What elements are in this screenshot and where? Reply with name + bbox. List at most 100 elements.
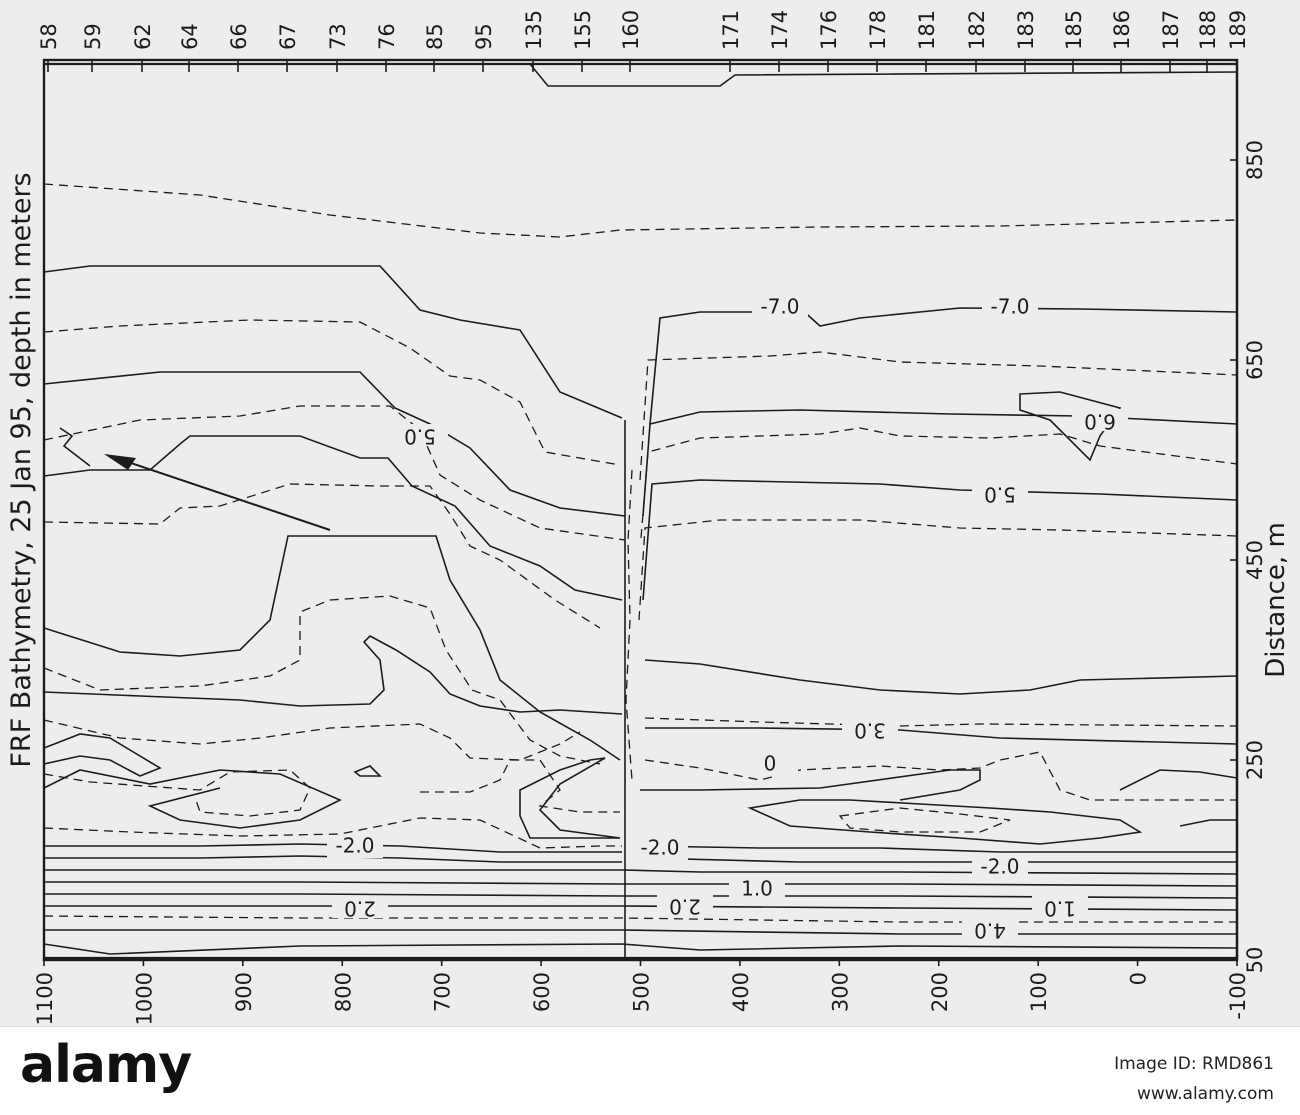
profile-label: 171 [719, 10, 743, 50]
profile-label: 185 [1062, 10, 1086, 50]
contour-label: 1.0 [1044, 897, 1076, 921]
contour-line [43, 769, 342, 829]
contour-labels: -7.0 -7.0 6.0 5.0 5.0 3.0 0 -2.0 -2.0 -2.0 1.0 2.0 2… [327, 295, 1128, 943]
y-tick-label: 1100 [33, 972, 57, 1025]
contour-line [44, 63, 1238, 87]
contour-label: 1.0 [741, 877, 773, 901]
contour-line [644, 751, 1237, 801]
contour-label-bg [752, 297, 808, 319]
website-label: www.alamy.com [1136, 1084, 1274, 1104]
contour-line [44, 881, 1238, 887]
contour-label-bg [632, 838, 688, 860]
contour-line [640, 769, 981, 801]
y-tick-label: 900 [232, 972, 256, 1012]
profile-label: 182 [965, 10, 989, 50]
contour-line [643, 845, 1237, 853]
profile-ticks [47, 60, 1238, 72]
contour-line [43, 319, 621, 466]
profile-label: 155 [571, 10, 595, 50]
contour-line [643, 857, 1237, 863]
profile-label: 186 [1110, 10, 1134, 50]
profile-label: 174 [768, 10, 792, 50]
profile-label: 58 [37, 23, 61, 50]
contour-label-bg [657, 894, 713, 916]
contour-line [644, 717, 1238, 727]
profile-label: 178 [866, 10, 890, 50]
contour-line [43, 943, 1238, 955]
contour-lines [43, 63, 1238, 958]
profile-label: 73 [326, 23, 350, 50]
alamy-logo: alamy [20, 1035, 192, 1095]
y-tick-labels: 1100 1000 900 800 700 600 500 400 300 200 100 0 -100 [33, 972, 1250, 1025]
y-tick-label: 400 [729, 972, 753, 1012]
contour-line [1119, 769, 1238, 791]
contour-line [44, 905, 1238, 911]
contour-line [642, 479, 1238, 601]
contour-line [44, 869, 1238, 875]
contour-label: 3.0 [854, 719, 886, 743]
y-tick-label: 500 [630, 972, 654, 1012]
contour-label-bg [842, 718, 898, 740]
profile-label: 176 [817, 10, 841, 50]
contour-label-bg [972, 857, 1028, 879]
contour-line [43, 769, 311, 817]
contour-line [519, 757, 621, 839]
profile-label: 62 [131, 23, 155, 50]
footer-meta: Image ID: RMD861 www.alamy.com [1114, 1049, 1274, 1109]
contour-line [43, 265, 623, 419]
y-tick-label: 600 [530, 972, 554, 1012]
profile-label: 135 [522, 10, 546, 50]
x-tick-label: 650 [1243, 340, 1267, 380]
contour-line [44, 929, 1237, 935]
contour-line [639, 351, 1238, 481]
contour-label-bg [1072, 409, 1128, 431]
contour-line [43, 635, 623, 715]
contour-label-bg [982, 297, 1038, 319]
contour-line [59, 427, 91, 467]
contour-line [638, 519, 1238, 621]
contour-line [43, 435, 623, 601]
x-tick-label: 850 [1243, 140, 1267, 180]
contour-line [1179, 819, 1237, 827]
x-tick-label: 450 [1243, 540, 1267, 580]
contour-label-bg [327, 836, 383, 858]
x-tick-label: 250 [1243, 740, 1267, 780]
contour-line [43, 535, 621, 761]
contour-label: 4.0 [974, 919, 1006, 943]
contour-line [43, 733, 162, 777]
contour-line [353, 765, 382, 777]
contour-line [43, 719, 581, 761]
contour-line [644, 659, 1238, 695]
contour-label: -2.0 [640, 836, 679, 860]
contour-line [420, 759, 620, 813]
contour-label: -2.0 [980, 855, 1019, 879]
contour-line [838, 807, 1011, 833]
image-id-label: Image ID: RMD861 [1114, 1054, 1274, 1074]
contour-line [43, 405, 626, 541]
profile-label: 187 [1159, 10, 1183, 50]
profile-label: 59 [81, 23, 105, 50]
contour-label: -2.0 [335, 834, 374, 858]
contour-line [649, 307, 1238, 425]
contour-line [747, 799, 1143, 845]
contour-line [625, 469, 633, 781]
watermark-footer: alamy Image ID: RMD861 www.alamy.com [0, 1026, 1300, 1115]
contour-line [43, 183, 1238, 238]
y-tick-label: -100 [1226, 972, 1250, 1020]
contour-line [43, 483, 601, 629]
contour-label: 5.0 [404, 425, 436, 449]
contour-label-bg [742, 754, 798, 776]
profile-label: 181 [915, 10, 939, 50]
contour-label-bg [332, 896, 388, 918]
y-tick-label: 100 [1027, 972, 1051, 1012]
contour-line [1019, 391, 1122, 462]
profile-label: 183 [1014, 10, 1038, 50]
contour-line [640, 427, 1238, 539]
contour-label-bg [729, 879, 785, 901]
contour-line [43, 595, 601, 765]
contour-label: 5.0 [984, 483, 1016, 507]
contour-label: -7.0 [990, 295, 1029, 319]
contour-line [44, 893, 1238, 899]
profile-label: 76 [375, 23, 399, 50]
contour-line [642, 409, 1238, 517]
